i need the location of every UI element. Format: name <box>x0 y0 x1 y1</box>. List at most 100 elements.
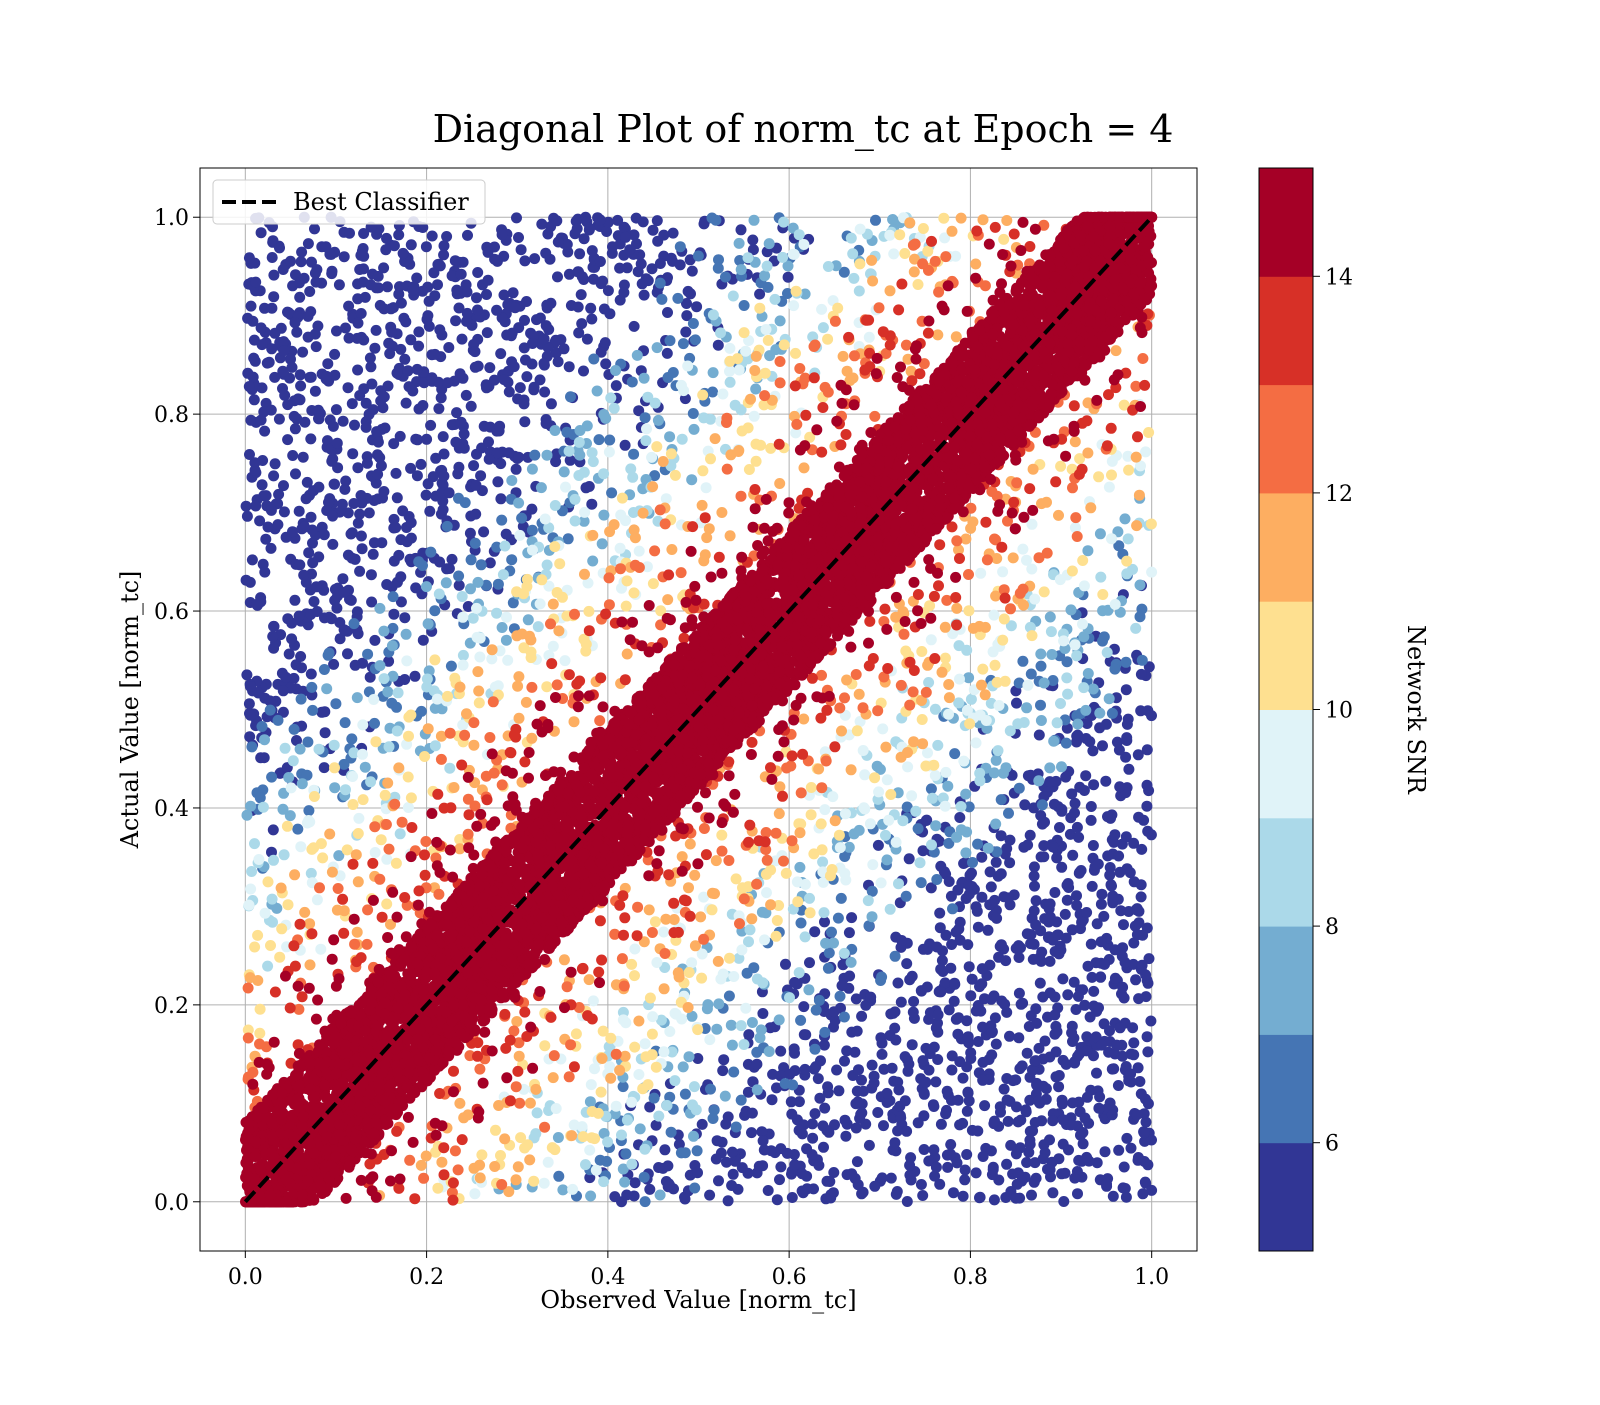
scatter-point <box>680 1089 691 1100</box>
scatter-point <box>808 1183 819 1194</box>
scatter-point <box>1101 1179 1112 1190</box>
scatter-point <box>896 935 907 946</box>
scatter-point <box>971 226 982 237</box>
scatter-point <box>1077 619 1088 630</box>
scatter-point <box>1026 1190 1037 1201</box>
scatter-point <box>977 664 988 675</box>
scatter-point <box>331 603 342 614</box>
scatter-point <box>560 482 571 493</box>
scatter-point <box>763 1185 774 1196</box>
scatter-point <box>443 342 454 353</box>
scatter-point <box>854 689 865 700</box>
scatter-point <box>955 935 966 946</box>
scatter-point <box>763 335 774 346</box>
scatter-point <box>249 838 260 849</box>
scatter-point <box>798 239 809 250</box>
scatter-point <box>297 347 308 358</box>
scatter-point <box>1072 822 1083 833</box>
scatter-point <box>303 805 314 816</box>
scatter-point <box>951 535 962 546</box>
scatter-point <box>1051 1046 1062 1057</box>
scatter-point <box>1000 955 1011 966</box>
scatter-point <box>487 748 498 759</box>
scatter-point <box>256 227 267 238</box>
scatter-point <box>381 899 392 910</box>
scatter-point <box>885 789 896 800</box>
scatter-point <box>548 599 559 610</box>
scatter-point <box>280 743 291 754</box>
scatter-point <box>917 714 928 725</box>
scatter-point <box>950 251 961 262</box>
scatter-point <box>947 903 958 914</box>
scatter-point <box>434 324 445 335</box>
scatter-point <box>432 279 443 290</box>
scatter-point <box>246 866 257 877</box>
scatter-point <box>1056 761 1067 772</box>
scatter-point <box>268 621 279 632</box>
scatter-point <box>484 454 495 465</box>
scatter-point <box>859 365 870 376</box>
scatter-point <box>418 635 429 646</box>
scatter-point <box>474 1160 485 1171</box>
scatter-point <box>421 490 432 501</box>
scatter-point <box>852 1026 863 1037</box>
scatter-point <box>867 911 878 922</box>
scatter-point <box>598 1176 609 1187</box>
scatter-point <box>369 718 380 729</box>
scatter-point <box>794 1125 805 1136</box>
scatter-point <box>429 654 440 665</box>
scatter-point <box>1134 917 1145 928</box>
scatter-point <box>355 250 366 261</box>
scatter-point <box>354 264 365 275</box>
scatter-point <box>1036 661 1047 672</box>
scatter-point <box>463 772 474 783</box>
scatter-point <box>270 458 281 469</box>
scatter-point <box>287 526 298 537</box>
scatter-point <box>601 226 612 237</box>
scatter-point <box>1142 780 1153 791</box>
scatter-point <box>655 504 666 515</box>
scatter-point <box>406 792 417 803</box>
scatter-point <box>299 273 310 284</box>
scatter-point <box>1121 684 1132 695</box>
scatter-point <box>629 524 640 535</box>
scatter-point <box>1111 345 1122 356</box>
scatter-point <box>739 300 750 311</box>
scatter-point <box>1062 989 1073 1000</box>
scatter-point <box>471 821 482 832</box>
scatter-point <box>958 1191 969 1202</box>
scatter-point <box>576 318 587 329</box>
scatter-point <box>313 551 324 562</box>
scatter-point <box>1029 861 1040 872</box>
scatter-point <box>1139 1127 1150 1138</box>
scatter-point <box>696 973 707 984</box>
scatter-point <box>1135 705 1146 716</box>
scatter-point <box>877 1049 888 1060</box>
scatter-point <box>1060 1168 1071 1179</box>
scatter-point <box>1083 668 1094 679</box>
scatter-point <box>1132 929 1143 940</box>
scatter-point <box>273 489 284 500</box>
scatter-point <box>807 673 818 684</box>
scatter-point <box>260 908 271 919</box>
scatter-point <box>658 927 669 938</box>
scatter-point <box>1046 626 1057 637</box>
scatter-point <box>1100 1146 1111 1157</box>
scatter-point <box>681 895 692 906</box>
scatter-point <box>1009 229 1020 240</box>
scatter-point <box>743 837 754 848</box>
scatter-point <box>314 882 325 893</box>
scatter-point <box>495 1150 506 1161</box>
scatter-point <box>386 1145 397 1156</box>
scatter-point <box>707 904 718 915</box>
scatter-point <box>305 959 316 970</box>
scatter-point <box>647 1049 658 1060</box>
scatter-point <box>652 342 663 353</box>
scatter-point <box>829 741 840 752</box>
scatter-point <box>683 882 694 893</box>
scatter-point <box>1123 465 1134 476</box>
scatter-point <box>934 908 945 919</box>
scatter-point <box>551 215 562 226</box>
scatter-point <box>707 387 718 398</box>
scatter-point <box>295 369 306 380</box>
